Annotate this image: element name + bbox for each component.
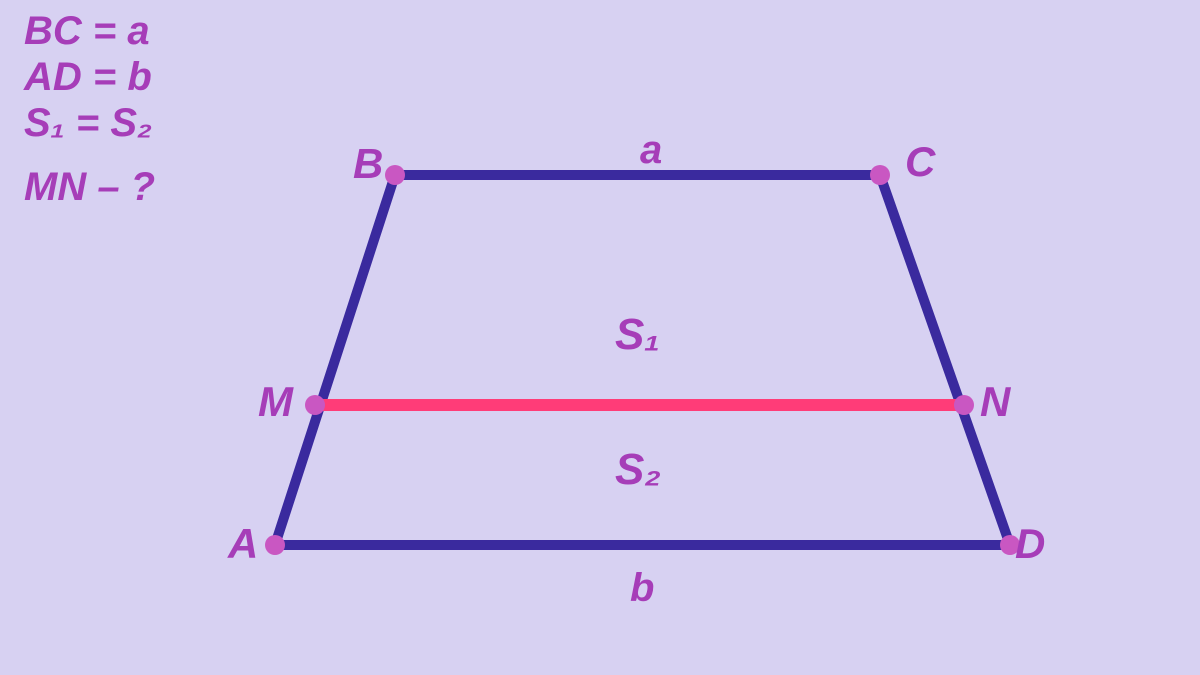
given-line-2: AD = b xyxy=(24,54,155,100)
vertex-C xyxy=(870,165,890,185)
label-B: B xyxy=(353,140,383,188)
given-question: MN – ? xyxy=(24,164,155,210)
label-C: C xyxy=(905,138,935,186)
background-rect xyxy=(0,0,1200,675)
label-D: D xyxy=(1015,520,1045,568)
given-line-1: BC = a xyxy=(24,8,155,54)
label-M: M xyxy=(258,378,293,426)
vertex-N xyxy=(954,395,974,415)
label-area-S2: S₂ xyxy=(615,445,661,495)
label-area-S1: S₁ xyxy=(615,310,660,360)
vertex-B xyxy=(385,165,405,185)
label-side-a: a xyxy=(640,128,662,173)
geometry-canvas xyxy=(0,0,1200,675)
given-line-3: S₁ = S₂ xyxy=(24,100,155,146)
vertex-A xyxy=(265,535,285,555)
label-N: N xyxy=(980,378,1010,426)
given-block: BC = a AD = b S₁ = S₂ MN – ? xyxy=(24,8,155,210)
label-A: A xyxy=(228,520,258,568)
vertex-M xyxy=(305,395,325,415)
label-side-b: b xyxy=(630,566,654,611)
